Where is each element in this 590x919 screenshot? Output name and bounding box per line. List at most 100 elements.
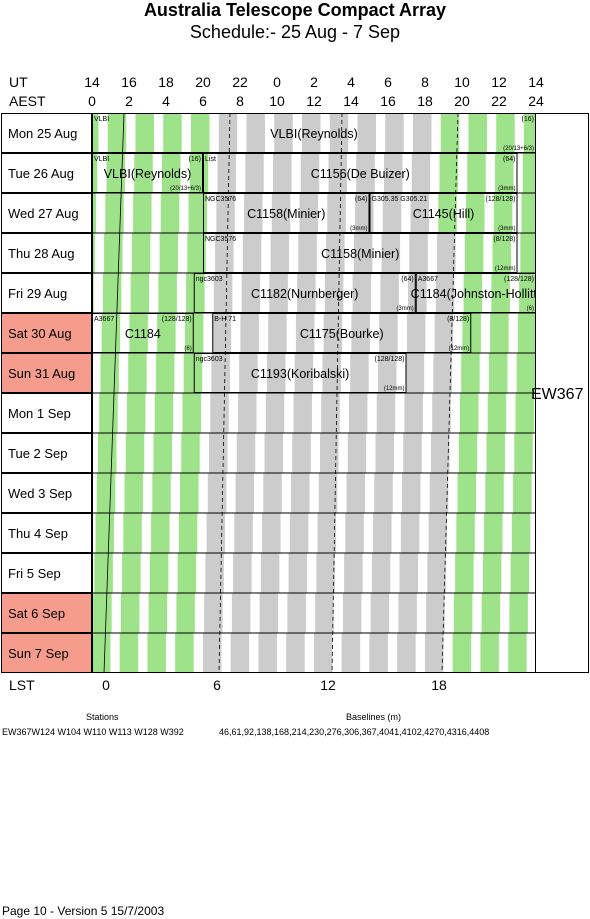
stripe: [159, 233, 179, 273]
stripe: [126, 393, 146, 433]
stripe: [268, 313, 287, 353]
stripe: [105, 193, 124, 233]
stations-title: Stations: [86, 712, 119, 722]
project-title: C1158(Minier): [321, 247, 399, 261]
stripe: [517, 313, 536, 353]
stripe: [411, 153, 431, 193]
aest-tick: 24: [528, 93, 544, 109]
project-band: (20/13+6/3): [170, 186, 201, 192]
stripe: [329, 113, 349, 153]
stripe: [369, 633, 388, 673]
project-correlator: (16): [522, 116, 534, 123]
ut-tick: 6: [384, 74, 392, 90]
stripe: [374, 473, 393, 513]
ut-tick: 14: [528, 74, 544, 90]
stripe: [431, 433, 450, 473]
stripe: [135, 113, 154, 153]
project-block-border: [193, 353, 407, 393]
project-title: C1184: [125, 327, 161, 341]
stripe: [520, 233, 536, 273]
project-source: NGC3576: [205, 196, 236, 203]
stripe: [269, 273, 288, 313]
project-band: (3mm): [350, 226, 367, 232]
stripe: [124, 473, 144, 513]
stripe: [188, 193, 208, 233]
stripe: [426, 593, 445, 633]
stripe: [119, 633, 139, 673]
project-block: VLBI (16) (20/13+6/3) VLBI(Reynolds): [92, 113, 536, 153]
lst-zero-line: [103, 113, 125, 673]
stripe: [406, 313, 426, 353]
stripe: [291, 473, 310, 513]
ut-tick: 8: [421, 74, 429, 90]
stripe: [104, 233, 123, 273]
stripe: [377, 353, 397, 393]
stripe: [130, 273, 150, 313]
aest-tick: 16: [380, 93, 396, 109]
stripe: [348, 393, 368, 433]
stripe: [92, 113, 99, 153]
stripe: [492, 233, 512, 273]
stripe: [397, 633, 416, 673]
chart-subtitle: Schedule:- 25 Aug - 7 Sep: [189, 22, 401, 42]
stripe: [352, 273, 372, 313]
stripe: [259, 593, 279, 633]
project-title: C1158(Minier): [247, 207, 325, 221]
project-correlator: (8/128): [493, 236, 515, 243]
stripe: [233, 553, 252, 593]
project-title: VLBI(Reynolds): [104, 167, 192, 181]
stripe: [468, 113, 487, 153]
stripe: [493, 193, 513, 233]
aest-tick: 12: [306, 93, 322, 109]
stripe: [204, 593, 223, 633]
sunset-line: [441, 113, 459, 673]
project-band: (6): [184, 346, 191, 352]
stripe: [353, 233, 373, 273]
stripe: [486, 433, 506, 473]
stripe: [402, 473, 421, 513]
stripe: [341, 633, 361, 673]
project-block: G305.35 G305.21 (128/128) (3mm) C1145(Hill): [369, 193, 518, 233]
stripe: [241, 273, 261, 313]
stripe: [266, 353, 286, 393]
stripe: [480, 633, 499, 673]
stripe: [439, 153, 459, 193]
stripe: [102, 273, 122, 313]
day-label: Thu 4 Sep: [1, 513, 92, 553]
project-source: VLBI: [94, 156, 109, 163]
project-title: C1175(Bourke): [300, 327, 384, 341]
stripe: [462, 313, 481, 353]
aest-tick: 4: [162, 93, 170, 109]
stripe: [385, 113, 404, 153]
stripe: [519, 273, 536, 313]
stripe: [427, 553, 446, 593]
stripe: [125, 433, 145, 473]
stripe: [149, 553, 169, 593]
stripe: [133, 193, 152, 233]
stripe: [455, 553, 474, 593]
day-label: Thu 28 Aug: [1, 233, 92, 273]
stripe: [202, 633, 222, 673]
stripe: [134, 153, 153, 193]
stripe: [463, 273, 483, 313]
lst-tick: 0: [102, 677, 110, 693]
configuration-label: EW367: [531, 386, 584, 403]
stations-list: EW367W124 W104 W110 W113 W128 W392: [2, 727, 184, 737]
stripe: [231, 593, 251, 633]
stripe: [94, 553, 113, 593]
project-block-border: [203, 193, 370, 233]
project-block: ngc3603 (128/128) (12mm) C1193(Koribalski): [193, 353, 407, 393]
stripe: [346, 473, 366, 513]
project-source: ngc3603: [196, 276, 223, 283]
project-source: A3667: [418, 276, 438, 283]
project-block: List (64) (3mm) C1156(De Buizer): [203, 153, 518, 193]
stripe: [128, 353, 147, 393]
project-block: ngc3603 (64) (3mm) C1182(Nurnberger): [193, 273, 416, 313]
stripe: [210, 393, 229, 433]
stripe: [217, 153, 237, 193]
stripe: [321, 393, 340, 433]
stripe: [342, 593, 362, 633]
baselines-title: Baselines (m): [346, 712, 402, 722]
stripe: [187, 233, 206, 273]
stripe: [148, 593, 168, 633]
